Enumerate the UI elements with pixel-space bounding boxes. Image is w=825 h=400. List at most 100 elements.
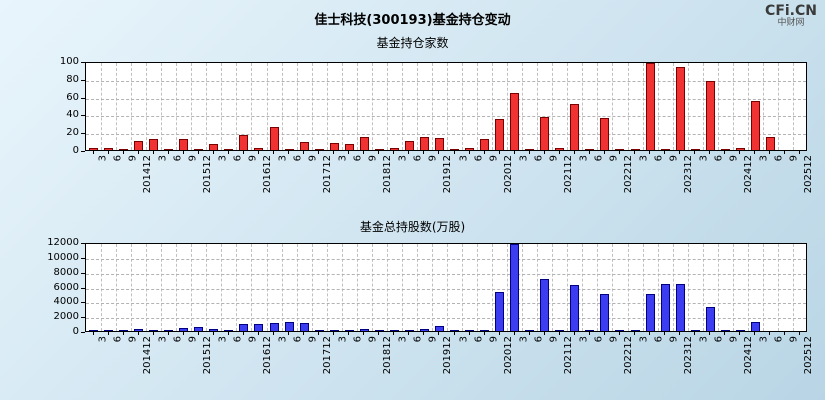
chart2-title: 基金总持股数(万股) [359,220,466,234]
x-tick-mark [529,332,530,335]
bar [149,139,158,150]
x-tick-label: 9 [728,336,739,343]
gridline-vertical [582,244,583,331]
x-tick-mark [469,151,470,154]
bar [751,322,760,331]
x-tick-mark [694,151,695,154]
y-tick-label: 40 [66,109,79,120]
bar [465,148,474,150]
x-tick-mark [769,151,770,154]
gridline-vertical [612,244,613,331]
x-tick-mark [423,151,424,154]
bar [706,81,715,150]
y-tick-label: 100 [59,56,79,67]
bar [540,279,549,331]
bar [330,143,339,150]
y-tick-mark [81,115,85,116]
gridline-vertical [387,244,388,331]
y-tick-label: 12000 [47,237,79,248]
bar [570,104,579,150]
x-tick-label: 6 [593,336,604,343]
gridline-vertical [673,244,674,331]
x-tick-label: 3 [638,336,649,343]
gridline-horizontal [86,274,806,275]
bar [661,149,670,150]
x-tick-label: 9 [427,336,438,343]
bar [330,330,339,331]
gridline-vertical [447,244,448,331]
gridline-vertical [462,63,463,150]
x-tick-label: 202412 [743,336,754,375]
bar [194,149,203,150]
gridline-vertical [161,63,162,150]
bar [766,137,775,150]
x-tick-mark [754,332,755,335]
x-tick-label: 9 [127,336,138,343]
bar [751,101,760,150]
x-tick-mark [619,151,620,154]
x-tick-mark [559,151,560,154]
y-tick-label: 0 [72,326,79,337]
y-tick-mark [81,288,85,289]
y-tick-mark [81,258,85,259]
bar [345,330,354,331]
bar [480,139,489,150]
x-tick-label: 6 [352,336,363,343]
x-tick-mark [724,151,725,154]
y-tick-mark [81,302,85,303]
gridline-vertical [718,244,719,331]
bar [285,149,294,150]
gridline-vertical [206,63,207,150]
y-tick-label: 8000 [53,267,79,278]
x-tick-label: 9 [668,336,679,343]
x-tick-mark [333,332,334,335]
bar [495,292,504,331]
bar [420,137,429,150]
x-tick-mark [213,332,214,335]
bar [555,330,564,331]
x-tick-mark [769,332,770,335]
gridline-vertical [552,63,553,150]
bar [646,294,655,331]
bar [600,118,609,150]
gridline-vertical [477,63,478,150]
bar [315,330,324,331]
bar [585,330,594,331]
bar [300,142,309,150]
gridline-vertical [763,244,764,331]
bar [375,330,384,331]
gridline-vertical [628,63,629,150]
gridline-vertical [537,63,538,150]
gridline-vertical [357,63,358,150]
bar [600,294,609,331]
gridline-vertical [327,63,328,150]
bar [435,326,444,331]
chart1-title: 基金持仓家数 [376,36,449,50]
x-tick-mark [198,151,199,154]
gridline-vertical [477,244,478,331]
x-tick-mark [183,151,184,154]
bar [585,149,594,150]
x-tick-mark [378,151,379,154]
x-tick-mark [604,332,605,335]
gridline-vertical [567,63,568,150]
gridline-vertical [101,244,102,331]
bar [194,327,203,331]
bar [721,330,730,331]
x-tick-mark [168,151,169,154]
x-tick-mark [619,332,620,335]
gridline-horizontal [86,289,806,290]
gridline-vertical [733,244,734,331]
gridline-vertical [342,244,343,331]
gridline-vertical [101,63,102,150]
x-tick-mark [213,151,214,154]
x-tick-mark [243,151,244,154]
x-tick-mark [183,332,184,335]
y-tick-label: 80 [66,74,79,85]
bar [254,148,263,150]
gridline-vertical [191,63,192,150]
x-tick-mark [709,151,710,154]
x-tick-mark [123,332,124,335]
x-tick-label: 6 [172,336,183,343]
